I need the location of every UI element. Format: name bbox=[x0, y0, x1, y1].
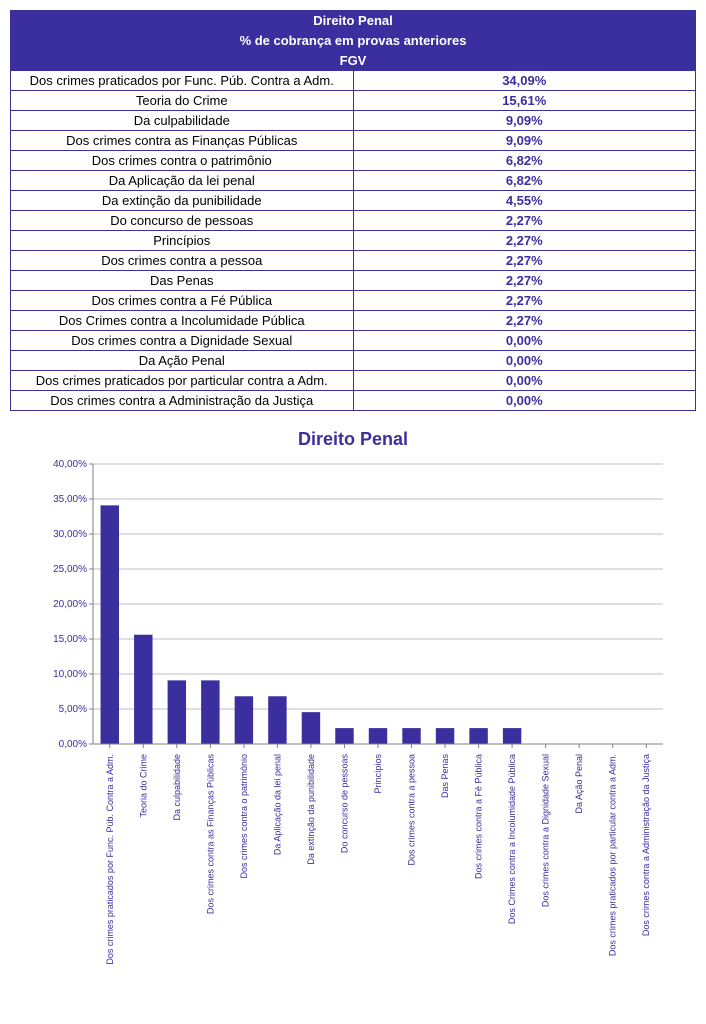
y-tick-label: 30,00% bbox=[53, 529, 87, 540]
x-tick-label: Dos crimes contra a Administração da Jus… bbox=[641, 754, 651, 936]
topic-cell: Dos crimes contra as Finanças Públicas bbox=[11, 131, 354, 151]
value-cell: 0,00% bbox=[353, 391, 696, 411]
table-row: Dos crimes praticados por Func. Púb. Con… bbox=[11, 71, 696, 91]
table-row: Princípios2,27% bbox=[11, 231, 696, 251]
value-cell: 2,27% bbox=[353, 211, 696, 231]
topic-cell: Das Penas bbox=[11, 271, 354, 291]
x-tick-label: Das Penas bbox=[440, 754, 450, 799]
table-row: Dos Crimes contra a Incolumidade Pública… bbox=[11, 311, 696, 331]
x-tick-label: Dos crimes contra o patrimônio bbox=[239, 754, 249, 879]
table-row: Da Aplicação da lei penal6,82% bbox=[11, 171, 696, 191]
y-tick-label: 20,00% bbox=[53, 599, 87, 610]
table-row: Dos crimes contra a Fé Pública2,27% bbox=[11, 291, 696, 311]
y-tick-label: 5,00% bbox=[59, 704, 87, 715]
table-row: Dos crimes contra as Finanças Públicas9,… bbox=[11, 131, 696, 151]
topic-cell: Dos crimes contra o patrimônio bbox=[11, 151, 354, 171]
x-tick-label: Dos crimes praticados por particular con… bbox=[608, 754, 618, 956]
value-cell: 0,00% bbox=[353, 351, 696, 371]
value-cell: 2,27% bbox=[353, 311, 696, 331]
value-cell: 34,09% bbox=[353, 71, 696, 91]
bar bbox=[302, 712, 320, 744]
table-row: Dos crimes contra o patrimônio6,82% bbox=[11, 151, 696, 171]
chart-title: Direito Penal bbox=[10, 429, 696, 450]
x-tick-label: Dos crimes contra as Finanças Públicas bbox=[205, 754, 215, 915]
value-cell: 0,00% bbox=[353, 331, 696, 351]
value-cell: 6,82% bbox=[353, 171, 696, 191]
table-row: Dos crimes contra a pessoa2,27% bbox=[11, 251, 696, 271]
bar bbox=[101, 505, 119, 744]
x-tick-label: Da Aplicação da lei penal bbox=[272, 754, 282, 855]
bar bbox=[436, 728, 454, 744]
x-tick-label: Dos crimes contra a pessoa bbox=[407, 754, 417, 866]
topic-cell: Da Aplicação da lei penal bbox=[11, 171, 354, 191]
penal-bar-chart: 0,00% 5,00% 10,00% 15,00% 20,00% 25,00% 30,00%… bbox=[33, 454, 673, 974]
table-header-line3: FGV bbox=[11, 51, 696, 71]
table-row: Da culpabilidade9,09% bbox=[11, 111, 696, 131]
table-body: Dos crimes praticados por Func. Púb. Con… bbox=[11, 71, 696, 411]
topic-cell: Da Ação Penal bbox=[11, 351, 354, 371]
table-row: Da Ação Penal0,00% bbox=[11, 351, 696, 371]
topic-cell: Do concurso de pessoas bbox=[11, 211, 354, 231]
table-row: Dos crimes praticados por particular con… bbox=[11, 371, 696, 391]
topic-cell: Dos crimes contra a Dignidade Sexual bbox=[11, 331, 354, 351]
topic-cell: Dos crimes contra a Administração da Jus… bbox=[11, 391, 354, 411]
table-row: Da extinção da punibilidade4,55% bbox=[11, 191, 696, 211]
y-tick-label: 40,00% bbox=[53, 459, 87, 470]
y-tick-label: 0,00% bbox=[59, 739, 87, 750]
bar bbox=[369, 728, 387, 744]
value-cell: 9,09% bbox=[353, 111, 696, 131]
table-row: Dos crimes contra a Administração da Jus… bbox=[11, 391, 696, 411]
x-tick-label: Dos Crimes contra a Incolumidade Pública bbox=[507, 754, 517, 924]
value-cell: 2,27% bbox=[353, 251, 696, 271]
topic-cell: Princípios bbox=[11, 231, 354, 251]
value-cell: 9,09% bbox=[353, 131, 696, 151]
table-row: Das Penas2,27% bbox=[11, 271, 696, 291]
value-cell: 2,27% bbox=[353, 231, 696, 251]
x-tick-label: Do concurso de pessoas bbox=[339, 754, 349, 854]
bar bbox=[402, 728, 420, 744]
y-tick-label: 35,00% bbox=[53, 494, 87, 505]
topic-cell: Dos crimes praticados por particular con… bbox=[11, 371, 354, 391]
x-tick-label: Teoria do Crime bbox=[138, 754, 148, 818]
table-row: Dos crimes contra a Dignidade Sexual0,00… bbox=[11, 331, 696, 351]
table-row: Teoria do Crime15,61% bbox=[11, 91, 696, 111]
topic-cell: Dos Crimes contra a Incolumidade Pública bbox=[11, 311, 354, 331]
x-tick-label: Dos crimes contra a Dignidade Sexual bbox=[541, 754, 551, 907]
topic-cell: Dos crimes praticados por Func. Púb. Con… bbox=[11, 71, 354, 91]
value-cell: 0,00% bbox=[353, 371, 696, 391]
topic-cell: Dos crimes contra a Fé Pública bbox=[11, 291, 354, 311]
x-tick-label: Da culpabilidade bbox=[172, 754, 182, 821]
value-cell: 2,27% bbox=[353, 271, 696, 291]
y-tick-label: 25,00% bbox=[53, 564, 87, 575]
y-tick-label: 15,00% bbox=[53, 634, 87, 645]
bar bbox=[503, 728, 521, 744]
table-header-line1: Direito Penal bbox=[11, 11, 696, 31]
bar bbox=[201, 680, 219, 744]
value-cell: 6,82% bbox=[353, 151, 696, 171]
penal-table: Direito Penal % de cobrança em provas an… bbox=[10, 10, 696, 411]
value-cell: 2,27% bbox=[353, 291, 696, 311]
x-tick-label: Dos crimes contra a Fé Pública bbox=[474, 754, 484, 879]
topic-cell: Da extinção da punibilidade bbox=[11, 191, 354, 211]
value-cell: 15,61% bbox=[353, 91, 696, 111]
x-tick-label: Dos crimes praticados por Func. Púb. Con… bbox=[105, 754, 115, 965]
x-tick-label: Da Ação Penal bbox=[574, 754, 584, 814]
bar bbox=[235, 696, 253, 744]
bar bbox=[134, 635, 152, 744]
value-cell: 4,55% bbox=[353, 191, 696, 211]
y-tick-label: 10,00% bbox=[53, 669, 87, 680]
topic-cell: Da culpabilidade bbox=[11, 111, 354, 131]
table-row: Do concurso de pessoas2,27% bbox=[11, 211, 696, 231]
x-tick-label: Princípios bbox=[373, 754, 383, 794]
bar bbox=[335, 728, 353, 744]
topic-cell: Dos crimes contra a pessoa bbox=[11, 251, 354, 271]
table-header-line2: % de cobrança em provas anteriores bbox=[11, 31, 696, 51]
x-tick-label: Da extinção da punibilidade bbox=[306, 754, 316, 865]
bar bbox=[168, 680, 186, 744]
topic-cell: Teoria do Crime bbox=[11, 91, 354, 111]
bar bbox=[469, 728, 487, 744]
bar bbox=[268, 696, 286, 744]
